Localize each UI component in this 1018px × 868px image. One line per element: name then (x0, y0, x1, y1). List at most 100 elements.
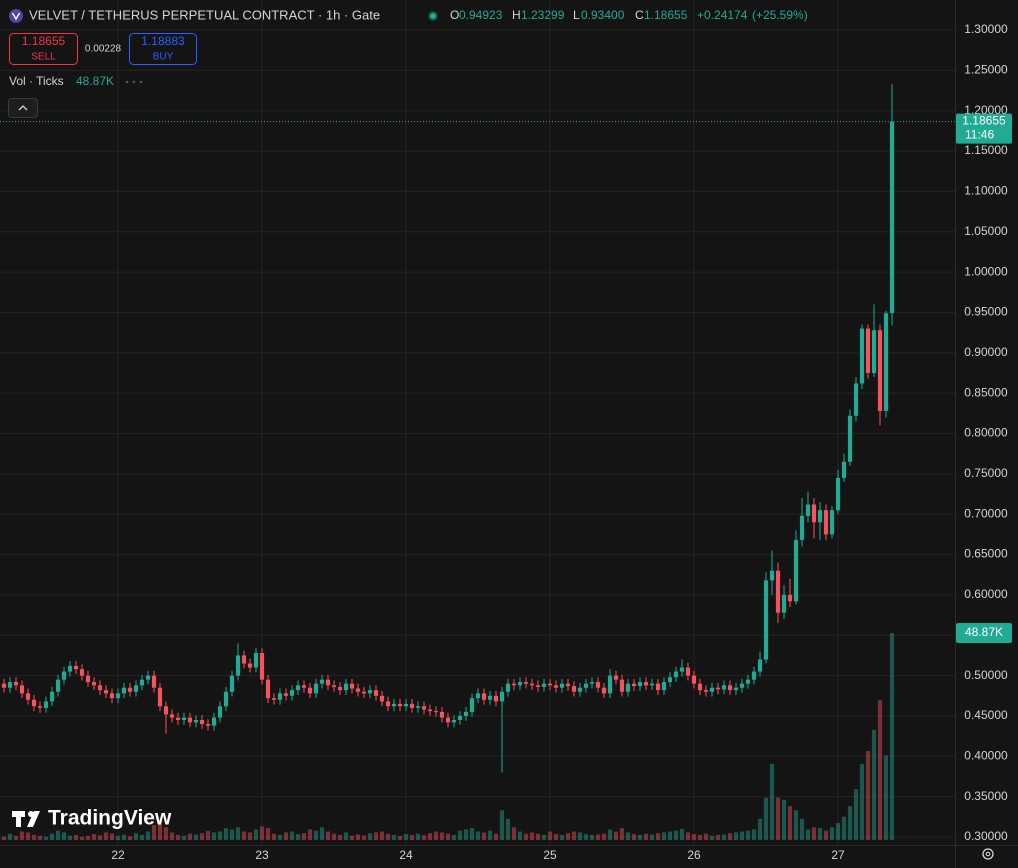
volume-bar (13, 835, 19, 840)
volume-title: Vol · Ticks (9, 74, 64, 88)
y-tick-label: 0.65000 (964, 547, 1008, 561)
buy-button[interactable] (129, 33, 197, 65)
candle-body (43, 701, 49, 708)
volume-bar (109, 833, 115, 840)
volume-bar (865, 751, 871, 840)
volume-bar (667, 831, 673, 840)
volume-bar (871, 729, 877, 840)
candle-body (787, 594, 793, 602)
candle-body (373, 690, 379, 696)
y-tick-label: 0.85000 (964, 385, 1008, 399)
candle-body (445, 717, 451, 723)
watermark-logo-dot (28, 811, 34, 817)
volume-bar (307, 829, 313, 840)
x-tick-label: 26 (687, 848, 701, 862)
candle-body (349, 683, 355, 689)
ohlc-high: 1.23299 (521, 8, 565, 22)
volume-bar (811, 827, 817, 840)
volume-bar (193, 834, 199, 840)
candle-body (523, 682, 529, 684)
candle-body (607, 675, 613, 694)
volume-bar (649, 834, 655, 840)
buy-price: 1.18883 (141, 34, 185, 48)
sell-label: SELL (31, 52, 56, 63)
volume-bar (523, 833, 529, 840)
candle-body (595, 682, 601, 688)
more-dot (139, 80, 143, 84)
candle-body (463, 711, 469, 716)
volume-bar (709, 835, 715, 840)
volume-bar (247, 832, 253, 840)
y-tick-label: 0.50000 (964, 668, 1008, 682)
candle-body (553, 685, 559, 688)
volume-bar (187, 833, 193, 840)
candle-body (745, 679, 751, 684)
volume-bar (763, 797, 769, 840)
volume-bar (229, 829, 235, 840)
y-tick-label: 1.30000 (964, 22, 1008, 36)
ohlc-l: L (573, 8, 580, 22)
candle-body (451, 719, 457, 723)
volume-bar (259, 826, 265, 840)
candle-body (49, 691, 55, 702)
volume-bar (715, 834, 721, 840)
volume-bar (337, 834, 343, 840)
collapse-button[interactable] (8, 98, 38, 118)
volume-bar (439, 832, 445, 840)
volume-bar (721, 834, 727, 840)
x-tick-label: 24 (399, 848, 413, 862)
volume-bar (373, 832, 379, 840)
y-tick-label: 0.95000 (964, 305, 1008, 319)
candle-body (175, 717, 181, 720)
volume-bar (499, 810, 505, 840)
volume-bar (271, 833, 277, 840)
candle-body (271, 698, 277, 700)
candle-body (133, 685, 139, 692)
sell-button[interactable] (9, 33, 78, 65)
candle-body (703, 690, 709, 692)
last-price-label: 1.18655 (962, 114, 1006, 128)
candle-body (289, 690, 295, 696)
buy-label: BUY (153, 52, 174, 63)
volume-bar (571, 831, 577, 840)
volume-bar (805, 829, 811, 840)
candle-body (415, 706, 421, 708)
volume-bar (691, 834, 697, 840)
y-tick-label: 0.30000 (964, 829, 1008, 843)
candle-body (205, 724, 211, 726)
candle-body (319, 679, 325, 684)
volume-bar (37, 835, 43, 840)
volume-bar (511, 827, 517, 840)
volume-bar (73, 834, 79, 840)
candle-body (649, 683, 655, 686)
candle-body (145, 675, 151, 680)
volume-bar (49, 833, 55, 840)
volume-bar (7, 833, 13, 840)
settings-icon[interactable] (982, 848, 994, 860)
candle-body (529, 683, 535, 686)
volume-bar (787, 806, 793, 840)
candle-body (853, 383, 859, 416)
volume-bar (733, 832, 739, 840)
candle-body (385, 701, 391, 707)
candle-body (631, 683, 637, 687)
candle-body (505, 683, 511, 692)
candle-body (559, 683, 565, 688)
candle-body (679, 667, 685, 672)
candle-body (163, 706, 169, 715)
x-tick-label: 23 (255, 848, 269, 862)
volume-bar (661, 832, 667, 840)
volume-bar (697, 834, 703, 840)
volume-bar (463, 829, 469, 840)
volume-bar (325, 831, 331, 840)
volume-bar (67, 835, 73, 840)
candle-body (217, 706, 223, 718)
candle-body (91, 682, 97, 686)
candle-body (409, 703, 415, 708)
chart-title[interactable]: VELVET / TETHERUS PERPETUAL CONTRACT · 1… (29, 7, 380, 22)
candle-body (793, 540, 799, 602)
volume-bar (25, 832, 31, 840)
candle-body (55, 679, 61, 692)
volume-bar (553, 834, 559, 840)
